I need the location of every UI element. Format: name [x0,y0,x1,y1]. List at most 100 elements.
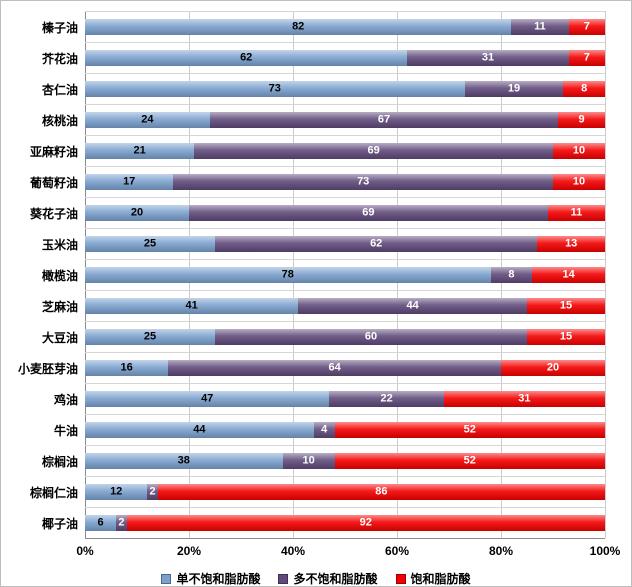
stacked-bar: 12 2 86 [85,484,605,500]
legend-swatch-polyunsaturated [278,573,289,584]
chart-row: 大豆油 25 60 15 [42,321,605,352]
bar-segment-polyunsaturated: 19 [464,81,564,97]
bar-value-label: 10 [572,144,586,157]
bar-value-label: 82 [292,20,305,33]
legend-item-saturated: 饱和脂肪酸 [395,570,471,586]
bar-value-label: 7 [583,20,590,33]
bar-value-label: 8 [508,268,515,281]
bar-segment-polyunsaturated: 44 [298,298,527,314]
category-label: 大豆油 [41,330,78,345]
bar-value-label: 13 [565,237,578,250]
bar-segment-saturated: 20 [500,360,605,376]
bar-segment-polyunsaturated: 8 [490,267,533,283]
stacked-bar: 17 73 10 [85,174,605,190]
bar-value-label: 7 [583,51,590,64]
bar-segment-polyunsaturated: 11 [511,19,569,35]
bar-value-label: 44 [193,423,206,436]
category-label: 鸡油 [53,392,78,407]
bar-value-label: 2 [118,516,125,529]
bar-segment-monounsaturated: 6 [85,515,117,531]
legend: 单不饱和脂肪酸 多不饱和脂肪酸 饱和脂肪酸 [1,570,631,586]
bar-value-label: 52 [463,454,476,467]
category-label: 榛子油 [41,20,78,35]
chart-row: 芥花油 62 31 7 [42,42,605,73]
bar-segment-saturated: 14 [532,267,605,283]
stacked-bar: 25 62 13 [85,236,605,252]
bar-value-label: 20 [546,361,560,374]
bar-value-label: 15 [559,299,573,312]
chart-row: 核桃油 24 67 9 [42,104,605,135]
chart-row: 亚麻籽油 21 69 10 [30,135,605,166]
x-tick-label: 40% [280,544,306,558]
bar-value-label: 62 [370,237,383,250]
bar-segment-monounsaturated: 12 [85,484,148,500]
bar-segment-saturated: 15 [527,329,605,345]
chart-row: 橄榄油 78 8 14 [42,259,605,290]
chart-row: 葵花子油 20 69 11 [30,197,605,228]
legend-item-monounsaturated: 单不饱和脂肪酸 [161,570,261,586]
gridline [605,11,606,538]
chart-row: 榛子油 82 11 7 [42,11,605,42]
stacked-bar: 62 31 7 [85,50,605,66]
bar-segment-saturated: 52 [334,422,605,438]
x-tick-label: 80% [488,544,514,558]
legend-label: 饱和脂肪酸 [410,572,471,586]
stacked-bar: 47 22 31 [85,391,605,407]
bar-value-label: 21 [133,144,146,157]
bar-value-label: 11 [570,206,583,219]
category-label: 玉米油 [41,237,78,252]
category-label: 棕榈油 [41,454,78,469]
category-label: 棕榈仁油 [29,485,78,500]
bar-value-label: 38 [177,454,190,467]
bar-segment-monounsaturated: 82 [85,19,512,35]
bar-value-label: 64 [328,361,341,374]
bar-segment-monounsaturated: 24 [85,112,210,128]
bar-value-label: 62 [240,51,253,64]
chart-row: 芝麻油 41 44 15 [42,290,605,321]
chart-row: 葡萄籽油 17 73 10 [30,166,605,197]
category-label: 亚麻籽油 [29,144,78,159]
bar-segment-saturated: 31 [443,391,605,407]
bar-value-label: 52 [463,423,476,436]
chart-row: 杏仁油 73 19 8 [42,73,605,104]
bar-segment-saturated: 13 [537,236,605,252]
bar-segment-saturated: 7 [568,19,605,35]
stacked-bar: 82 11 7 [85,19,605,35]
bar-segment-saturated: 92 [126,515,605,531]
stacked-bar: 44 4 52 [85,422,605,438]
stacked-bar: 20 69 11 [85,205,605,221]
legend-swatch-monounsaturated [161,573,172,584]
bar-value-label: 9 [578,113,585,126]
bar-segment-monounsaturated: 73 [85,81,465,97]
stacked-bar: 78 8 14 [85,267,605,283]
bar-segment-polyunsaturated: 69 [194,143,553,159]
legend-item-polyunsaturated: 多不饱和脂肪酸 [278,570,378,586]
legend-swatch-saturated [395,573,406,584]
bar-value-label: 69 [362,206,375,219]
bar-segment-polyunsaturated: 4 [313,422,335,438]
bar-segment-saturated: 7 [568,50,605,66]
bar-value-label: 20 [130,206,144,219]
bar-segment-monounsaturated: 41 [85,298,299,314]
bar-value-label: 16 [120,361,133,374]
bar-value-label: 10 [572,175,586,188]
bar-value-label: 60 [364,330,378,343]
legend-label: 单不饱和脂肪酸 [176,572,261,586]
plot-region: 榛子油 82 11 7 芥花油 62 31 7 杏仁油 73 19 8 核桃油 24 67 9 亚麻籽油 21 69… [18,11,606,539]
bar-value-label: 25 [143,237,157,250]
bar-segment-monounsaturated: 16 [85,360,169,376]
category-label: 芝麻油 [41,299,78,314]
bar-segment-monounsaturated: 25 [85,329,215,345]
stacked-bar: 38 10 52 [85,453,605,469]
bar-value-label: 69 [367,144,380,157]
bar-segment-monounsaturated: 20 [85,205,189,221]
category-label: 橄榄油 [41,268,78,283]
bar-segment-monounsaturated: 25 [85,236,215,252]
bar-segment-polyunsaturated: 2 [116,515,127,531]
category-label: 杏仁油 [41,82,78,97]
stacked-bar: 41 44 15 [85,298,605,314]
bar-segment-polyunsaturated: 62 [215,236,538,252]
bar-value-label: 73 [268,82,281,95]
category-label: 核桃油 [41,113,78,128]
